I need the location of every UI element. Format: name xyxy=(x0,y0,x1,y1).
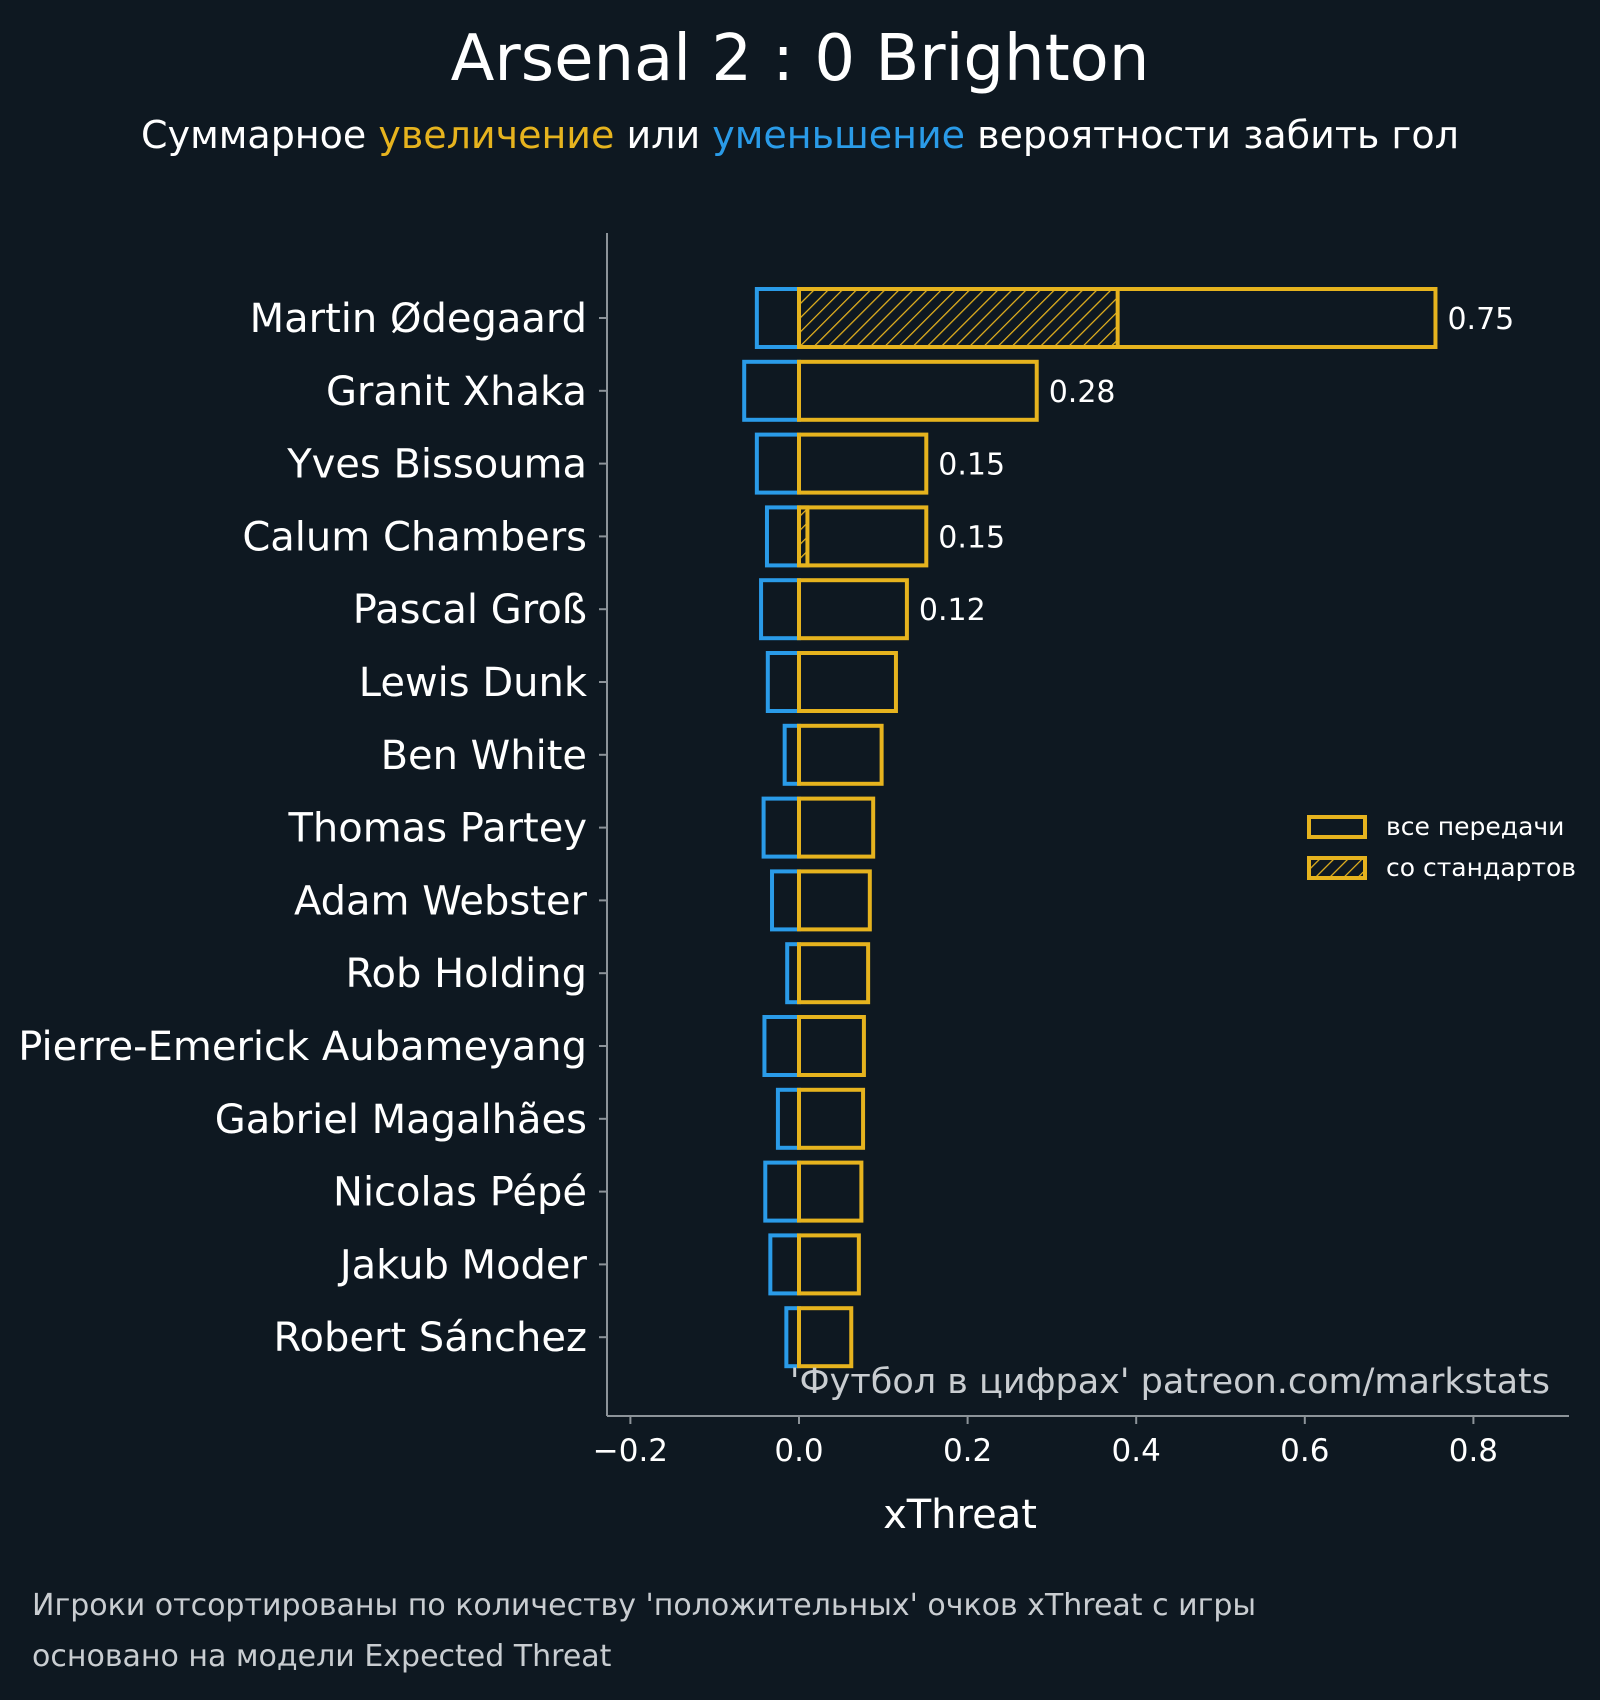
x-axis-label: xThreat xyxy=(883,1492,1037,1538)
bar-positive xyxy=(797,432,929,495)
bar-value-label: 0.75 xyxy=(1447,302,1514,337)
y-tick-label: Nicolas Pépé xyxy=(333,1170,587,1216)
legend-label-set-pieces: со стандартов xyxy=(1386,853,1576,882)
footnote-line-1: Игроки отсортированы по количеству 'поло… xyxy=(32,1588,1257,1623)
bar-value-label: 0.12 xyxy=(919,593,986,628)
chart-subtitle: Суммарное увеличение или уменьшение веро… xyxy=(0,113,1600,157)
subtitle-part-3: или xyxy=(614,113,713,157)
bar-negative xyxy=(754,287,801,349)
footnote-line-2: основано на модели Expected Threat xyxy=(32,1639,612,1674)
bar-positive xyxy=(797,578,909,641)
axes-layer: Martin Ødegaard Granit Xhaka Yves Bissouma… xyxy=(18,233,1569,1469)
watermark-text: 'Футбол в цифрах' patreon.com/markstats xyxy=(790,1362,1550,1402)
bar-negative xyxy=(775,1087,801,1150)
bar-positive xyxy=(797,1087,866,1150)
legend: все передачи со стандартов xyxy=(1307,812,1576,882)
subtitle-part-decrease: уменьшение xyxy=(712,113,966,157)
bar-positive xyxy=(797,287,1438,349)
y-tick-label: Calum Chambers xyxy=(242,514,587,560)
bar-negative xyxy=(765,651,802,713)
y-tick-label: Adam Webster xyxy=(294,878,588,924)
bar-value-label: 0.15 xyxy=(938,448,1005,483)
bar-negative xyxy=(762,1015,802,1077)
bars-layer: 0.75 0.28 0.15 0.15 0.12 xyxy=(742,287,1514,1369)
legend-swatch-all-passes xyxy=(1307,815,1367,839)
bar-negative xyxy=(742,359,802,422)
y-tick-label: Lewis Dunk xyxy=(359,660,588,706)
bar-negative xyxy=(754,432,801,495)
subtitle-part-5: вероятности забить гол xyxy=(965,113,1459,157)
y-tick-label: Robert Sánchez xyxy=(273,1315,587,1361)
legend-label-all-passes: все передачи xyxy=(1386,812,1564,841)
bar-positive xyxy=(797,1306,854,1369)
y-tick-label: Rob Holding xyxy=(346,951,587,997)
bar-negative xyxy=(768,1233,802,1296)
bar-positive xyxy=(797,942,871,1005)
bar-positive xyxy=(797,1233,861,1296)
bar-negative xyxy=(770,869,801,932)
legend-swatch-set-pieces xyxy=(1307,856,1367,880)
bar-positive xyxy=(797,1015,866,1077)
bar-value-label: 0.28 xyxy=(1049,375,1116,410)
bar-set-piece xyxy=(797,287,1120,349)
bar-positive xyxy=(797,1160,864,1223)
y-tick-label: Yves Bissouma xyxy=(286,442,587,488)
footnote: Игроки отсортированы по количеству 'поло… xyxy=(32,1580,1256,1682)
x-tick-label: 0.6 xyxy=(1280,1433,1329,1469)
y-tick-label: Gabriel Magalhães xyxy=(215,1097,587,1143)
bar-negative xyxy=(782,723,802,786)
bar-positive xyxy=(797,723,884,786)
y-tick-label: Martin Ødegaard xyxy=(250,296,587,342)
x-tick-label: 0.4 xyxy=(1112,1433,1161,1469)
y-tick-label: Thomas Partey xyxy=(287,806,587,852)
bar-positive xyxy=(797,505,929,568)
y-tick-label: Jakub Moder xyxy=(337,1242,588,1288)
bar-negative xyxy=(763,1160,802,1223)
bar-negative xyxy=(761,796,801,859)
x-tick-label: 0.2 xyxy=(943,1433,992,1469)
bar-value-label: 0.15 xyxy=(938,520,1005,555)
bar-positive xyxy=(797,359,1039,422)
bar-negative xyxy=(764,505,802,568)
bar-negative xyxy=(759,578,802,641)
chart-title: Arsenal 2 : 0 Brighton xyxy=(450,22,1150,96)
y-tick-label: Ben White xyxy=(381,733,587,779)
y-tick-label: Pascal Groß xyxy=(353,587,587,633)
subtitle-part-1: Суммарное xyxy=(141,113,379,157)
x-tick-label: 0.0 xyxy=(774,1433,823,1469)
y-tick-label: Pierre-Emerick Aubameyang xyxy=(18,1024,587,1070)
xthreat-bar-chart: 0.75 0.28 0.15 0.15 0.12 Martin Ødegaard Gran… xyxy=(18,233,1576,1538)
x-tick-label: −0.2 xyxy=(593,1433,668,1469)
x-tick-label: 0.8 xyxy=(1449,1433,1498,1469)
bar-positive xyxy=(797,869,872,932)
bar-positive xyxy=(797,651,898,713)
bar-positive xyxy=(797,796,876,859)
subtitle-part-increase: увеличение xyxy=(378,113,615,157)
y-tick-label: Granit Xhaka xyxy=(326,369,587,415)
